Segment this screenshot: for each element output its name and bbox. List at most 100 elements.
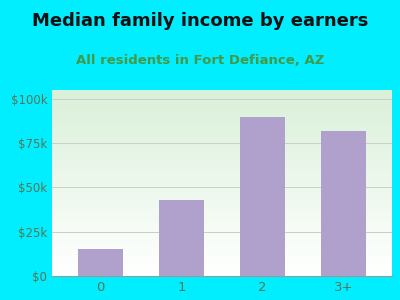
Bar [52,264,392,265]
Bar [52,147,392,148]
Bar [52,263,392,264]
Bar [52,255,392,256]
Bar [52,136,392,137]
Bar [52,132,392,133]
Bar [52,125,392,126]
Bar [52,94,392,95]
Bar [52,179,392,180]
Bar [52,175,392,176]
Bar [52,221,392,222]
Bar [52,270,392,271]
Bar [52,256,392,257]
Bar [52,143,392,144]
Bar [52,119,392,120]
Bar [52,220,392,221]
Bar [52,163,392,164]
Bar [52,124,392,125]
Bar [52,161,392,162]
Bar [52,173,392,174]
Bar [52,260,392,261]
Bar [52,224,392,225]
Bar [52,134,392,135]
Bar [52,211,392,212]
Bar [52,129,392,130]
Bar [52,180,392,181]
Bar [52,126,392,127]
Bar [52,105,392,106]
Bar [52,104,392,105]
Bar [52,112,392,113]
Bar [52,121,392,122]
Bar [52,182,392,183]
Bar [52,167,392,168]
Bar [52,100,392,101]
Bar [52,193,392,194]
Bar [52,214,392,215]
Bar [52,157,392,158]
Bar [52,166,392,167]
Bar [52,226,392,227]
Bar [52,199,392,200]
Bar [52,96,392,97]
Bar [52,271,392,272]
Bar [52,187,392,188]
Bar [52,127,392,128]
Bar [52,106,392,107]
Bar [52,265,392,266]
Bar [52,138,392,139]
Bar [52,98,392,99]
Bar [52,144,392,145]
Bar [52,148,392,149]
Bar [52,152,392,153]
Bar [52,186,392,187]
Bar [52,201,392,202]
Bar [52,245,392,246]
Bar [52,117,392,118]
Bar [52,239,392,240]
Bar [52,269,392,270]
Bar [52,109,392,110]
Bar [52,235,392,236]
Bar [52,92,392,93]
Bar [52,113,392,114]
Bar [52,207,392,208]
Bar [52,185,392,186]
Bar [52,137,392,138]
Bar [52,131,392,132]
Bar [52,228,392,229]
Bar [52,189,392,190]
Bar [52,244,392,245]
Bar [52,204,392,205]
Bar [52,248,392,249]
Bar [52,115,392,116]
Bar [52,184,392,185]
Bar [52,212,392,213]
Bar [52,110,392,111]
Bar [52,219,392,220]
Bar [52,261,392,262]
Bar [52,236,392,237]
Bar [52,213,392,214]
Bar [52,150,392,152]
Bar [52,165,392,166]
Bar [52,122,392,124]
Bar [52,102,392,103]
Bar [52,268,392,269]
Bar [52,202,392,203]
Text: Median family income by earners: Median family income by earners [32,12,368,30]
Bar [52,191,392,192]
Bar [52,249,392,250]
Bar [52,237,392,238]
Bar [52,202,392,203]
Bar [52,215,392,217]
Bar [52,257,392,258]
Bar [52,133,392,134]
Bar [52,95,392,96]
Bar [52,178,392,179]
Bar [52,252,392,253]
Bar [52,170,392,171]
Bar [52,246,392,247]
Bar [52,273,392,274]
Bar [52,158,392,159]
Bar [52,233,392,234]
